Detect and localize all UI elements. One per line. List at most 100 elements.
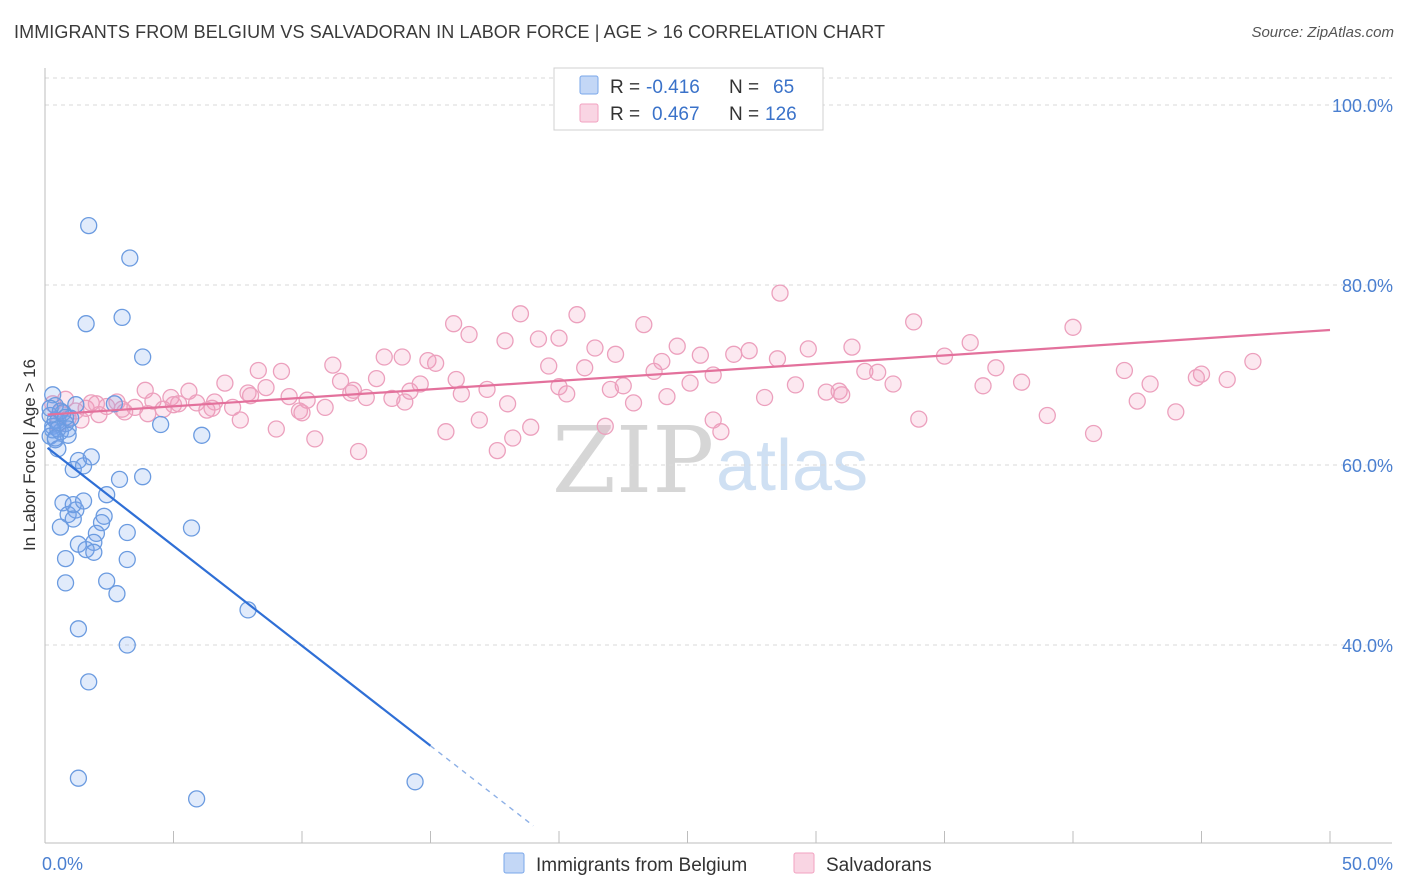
salvadorans-point-113: [293, 404, 311, 422]
belgium-point-42: [69, 769, 88, 787]
y-tick-label-80: 80.0%: [1342, 276, 1393, 296]
belgium-point-33: [108, 585, 126, 603]
salvadorans-point-89: [910, 410, 928, 428]
salvadorans-point-122: [768, 350, 787, 368]
belgium-point-48: [113, 308, 131, 327]
series-legend-swatch-salvadorans: [793, 852, 815, 874]
salvadorans-point-71: [668, 337, 686, 355]
salvadorans-point-38: [367, 369, 386, 388]
series-legend-swatch-belgium: [503, 852, 525, 874]
salvadorans-point-51: [478, 380, 496, 399]
salvadorans-point-81: [799, 340, 817, 358]
chart-source: Source: ZipAtlas.com: [1251, 24, 1394, 41]
belgium-point-63: [59, 426, 77, 444]
salvadorans-point-65: [606, 345, 625, 363]
trend-lines: [46, 328, 1331, 827]
salvadorans-point-28: [280, 387, 298, 406]
belgium-point-34: [56, 574, 75, 592]
salvadorans-point-45: [426, 354, 445, 372]
belgium-point-35: [69, 620, 88, 638]
salvadorans-point-66: [614, 377, 632, 395]
series-legend-label-belgium: Immigrants from Belgium: [536, 855, 747, 876]
belgium-trend-extension: [430, 745, 534, 827]
salvadorans-point-102: [1218, 370, 1236, 389]
belgium-point-32: [98, 572, 116, 590]
belgium-point-20: [74, 492, 93, 510]
salvadorans-point-85: [856, 362, 874, 381]
salvadorans-point-61: [568, 306, 586, 324]
salvadorans-point-27: [272, 362, 291, 381]
salvadorans-point-91: [961, 333, 979, 352]
belgium-point-21: [64, 510, 82, 528]
x-tick-label-min: 0.0%: [42, 854, 83, 874]
belgium-points: [41, 216, 424, 808]
salvadorans-point-53: [496, 332, 514, 350]
series-legend-label-salvadorans: Salvadorans: [826, 855, 932, 876]
salvadorans-point-124: [974, 377, 992, 395]
belgium-point-40: [118, 636, 136, 654]
salvadorans-point-77: [740, 342, 758, 360]
salvadorans-point-68: [635, 315, 653, 334]
belgium-point-22: [51, 518, 70, 536]
salvadorans-point-98: [1128, 392, 1146, 410]
salvadorans-point-46: [437, 423, 455, 441]
legend-r-label-pink: R =: [610, 104, 640, 125]
salvadorans-point-25: [257, 378, 275, 397]
salvadorans-point-31: [306, 430, 324, 448]
salvadorans-point-59: [550, 329, 568, 347]
salvadorans-point-33: [324, 356, 342, 374]
salvadorans-point-112: [241, 387, 260, 405]
salvadorans-point-76: [725, 345, 743, 363]
salvadorans-point-50: [470, 411, 488, 429]
belgium-point-53: [110, 470, 129, 489]
tick-labels: 40.0% 60.0% 80.0% 100.0% 0.0% 50.0%: [42, 96, 1393, 874]
belgium-point-47: [77, 315, 95, 333]
salvadorans-point-79: [771, 284, 789, 302]
salvadorans-point-107: [87, 395, 106, 413]
salvadorans-point-117: [498, 395, 517, 413]
salvadorans-point-110: [164, 396, 183, 414]
belgium-point-19: [64, 495, 82, 514]
y-tick-label-40: 40.0%: [1342, 636, 1393, 656]
y-axis-label: In Labor Force | Age > 16: [20, 359, 39, 551]
axes: [44, 68, 1392, 844]
salvadorans-point-24: [249, 361, 267, 380]
belgium-point-61: [41, 399, 59, 417]
belgium-point-31: [56, 549, 75, 568]
series-legend: Immigrants from Belgium Salvadorans: [503, 852, 932, 876]
watermark-zip: ZIP: [552, 407, 714, 514]
salvadorans-point-78: [755, 388, 774, 407]
legend-r-label-blue: R =: [610, 77, 640, 98]
legend-swatch-pink: [579, 103, 599, 123]
salvadorans-point-115: [396, 393, 414, 411]
legend-swatch-blue: [579, 75, 599, 95]
salvadorans-point-99: [1141, 375, 1159, 393]
legend-n-label-pink: N =: [729, 104, 759, 125]
salvadorans-point-39: [375, 348, 393, 366]
salvadorans-point-32: [316, 398, 334, 417]
salvadorans-point-52: [488, 441, 506, 460]
correlation-legend: R = -0.416 N = 65 R = 0.467 N = 126: [553, 67, 824, 131]
salvadorans-point-72: [681, 374, 699, 392]
belgium-point-37: [118, 523, 136, 542]
salvadorans-point-26: [267, 420, 285, 438]
legend-r-value-pink: 0.467: [652, 104, 700, 125]
salvadorans-point-88: [905, 313, 923, 331]
salvadorans-point-63: [586, 339, 604, 357]
salvadorans-point-100: [1167, 403, 1185, 421]
belgium-point-36: [118, 550, 136, 569]
belgium-point-64: [46, 429, 64, 447]
belgium-point-0: [44, 386, 62, 404]
salvadorans-point-118: [550, 378, 568, 396]
salvadorans-point-114: [344, 381, 363, 399]
salvadorans-point-96: [1084, 424, 1103, 443]
salvadorans-point-20: [216, 374, 234, 392]
belgium-point-46: [121, 249, 139, 267]
salvadorans-point-22: [231, 411, 249, 429]
salvadorans-point-75: [712, 423, 730, 441]
y-tick-label-100: 100.0%: [1332, 96, 1393, 116]
salvadorans-point-125: [1187, 369, 1206, 387]
legend-n-label-blue: N =: [729, 77, 759, 98]
salvadorans-trend-line: [47, 328, 1331, 416]
salvadorans-point-86: [869, 363, 887, 381]
